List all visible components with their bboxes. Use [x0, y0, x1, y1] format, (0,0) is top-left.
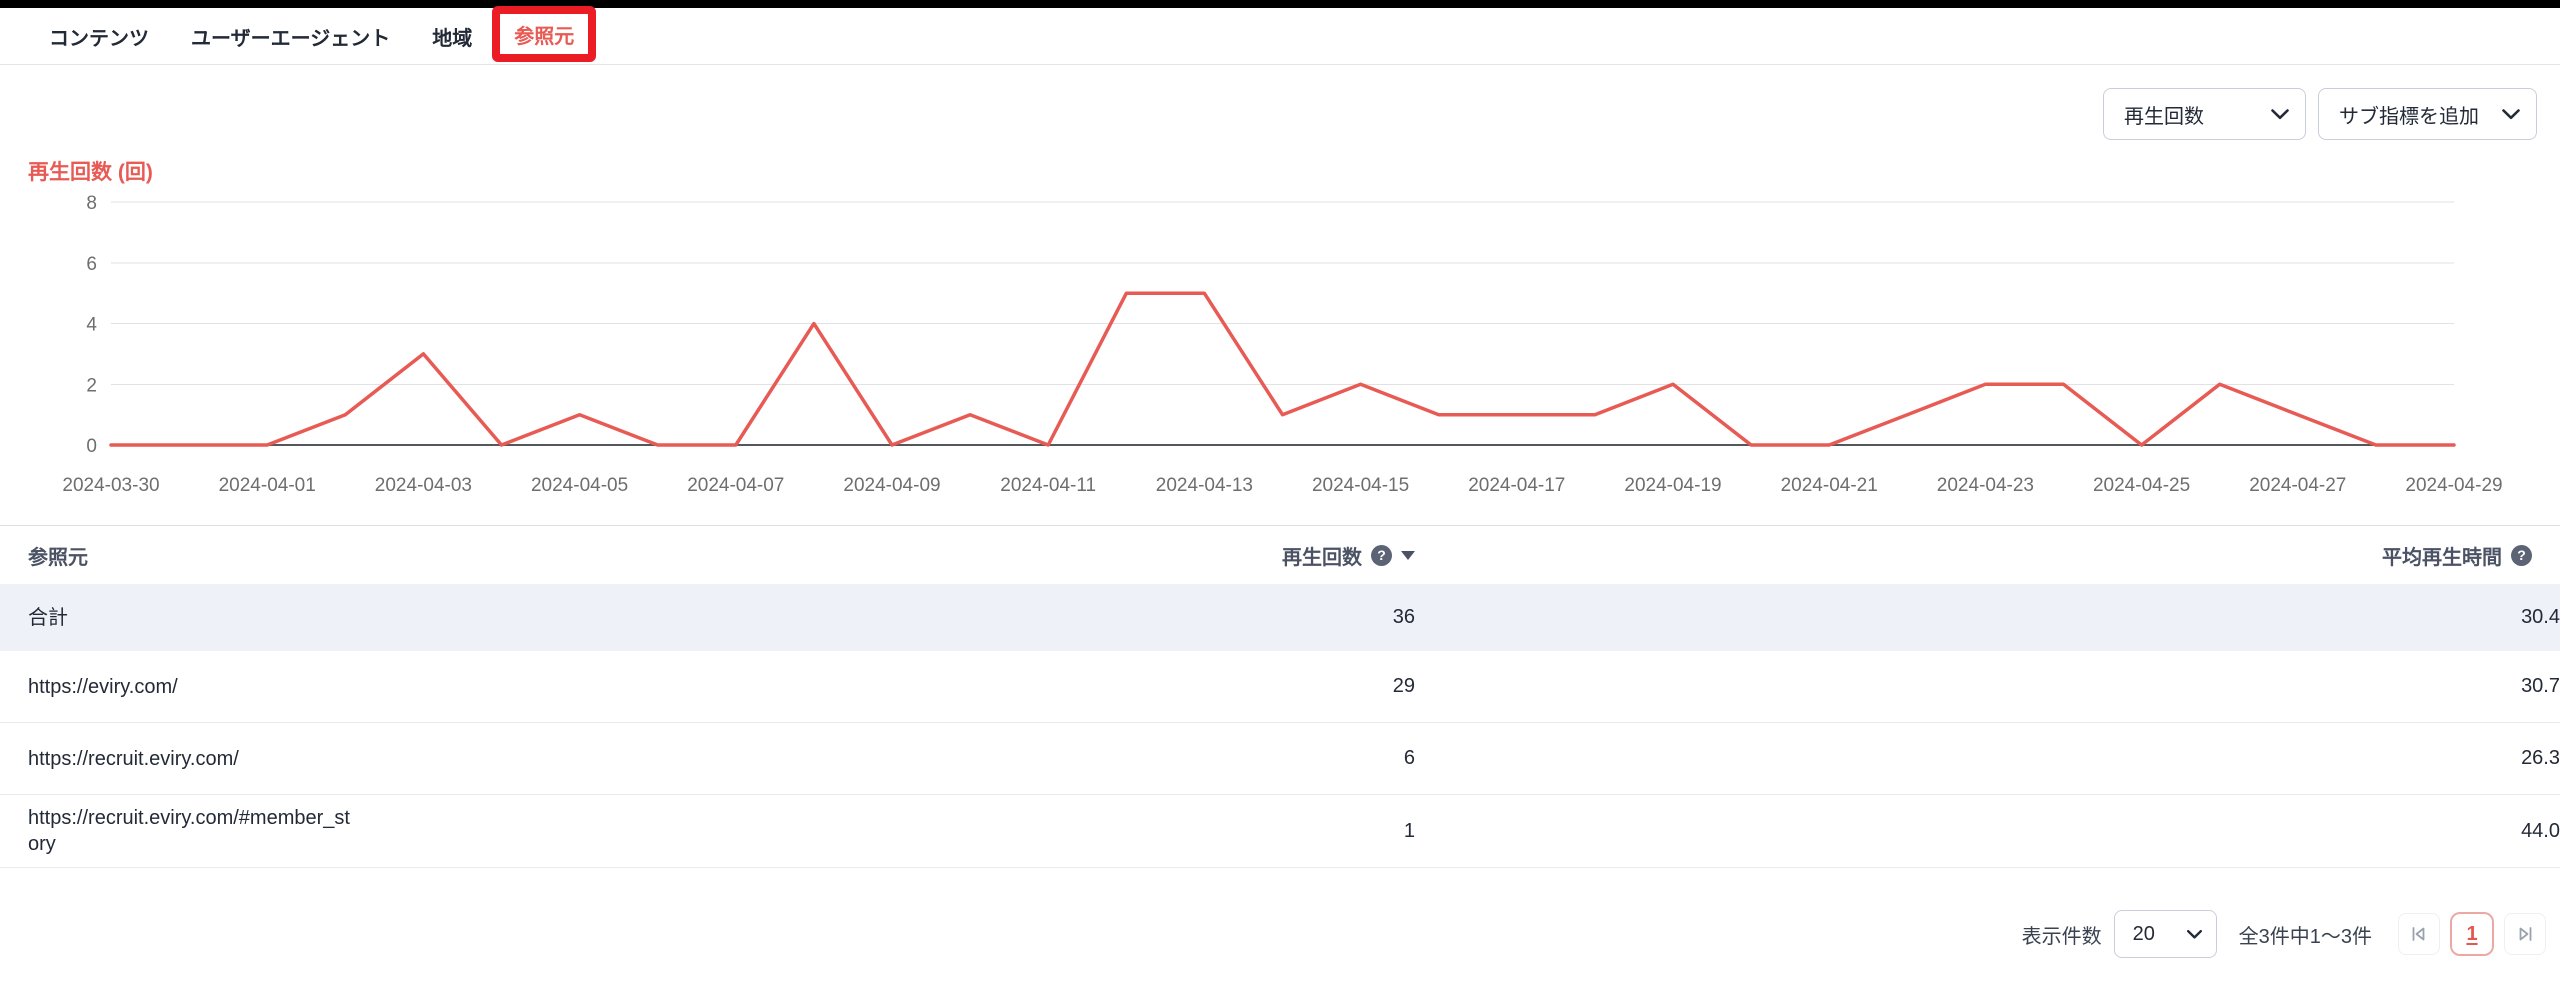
y-tick-label: 0: [86, 436, 97, 457]
referrer-url-cell: 合計: [28, 606, 68, 629]
last-page-button[interactable]: [2504, 913, 2546, 955]
submetric-select-value: サブ指標を追加: [2339, 105, 2479, 128]
chart-title: 再生回数 (回): [28, 161, 153, 184]
metric-select[interactable]: 再生回数: [2103, 88, 2306, 140]
table-row: https://recruit.eviry.com/#member_story …: [0, 795, 2560, 868]
x-tick-label: 2024-04-01: [219, 475, 316, 496]
page-size-value: 20: [2132, 922, 2155, 945]
table-row: https://recruit.eviry.com/ 6 26.3: [0, 723, 2560, 795]
report-tab-bar: コンテンツ ユーザーエージェント 地域 参照元: [0, 6, 2560, 65]
y-tick-label: 4: [86, 315, 97, 336]
submetric-select[interactable]: サブ指標を追加: [2318, 88, 2537, 140]
avg-play-time-cell: 26.3: [2521, 747, 2560, 769]
x-tick-label: 2024-03-30: [62, 475, 159, 496]
table-header-row: 参照元 再生回数 ? 平均再生時間 ?: [0, 525, 2560, 584]
referrer-url-cell: https://recruit.eviry.com/: [28, 747, 239, 770]
table-body: 合計 36 30.4 https://eviry.com/ 29 30.7 ht…: [0, 584, 2560, 868]
x-tick-label: 2024-04-19: [1624, 475, 1721, 496]
skip-to-first-icon: [2412, 927, 2425, 941]
pagination-range-text: 全3件中1〜3件: [2238, 925, 2372, 948]
chevron-down-icon: [2502, 108, 2520, 119]
play-count-cell: 1: [1403, 819, 1415, 842]
play-count-cell: 6: [1403, 747, 1415, 769]
tab-user-agent[interactable]: ユーザーエージェント: [191, 27, 391, 50]
x-tick-label: 2024-04-13: [1156, 475, 1253, 496]
red-annotation-box: 参照元: [492, 6, 597, 62]
x-tick-label: 2024-04-29: [2405, 475, 2502, 496]
table-row: 合計 36 30.4: [0, 584, 2560, 651]
tab-referrer[interactable]: 参照元: [514, 25, 575, 48]
avg-play-time-cell: 44.0: [2521, 819, 2560, 842]
y-tick-label: 8: [86, 193, 97, 214]
chevron-down-icon: [2186, 929, 2202, 939]
referrer-table: 参照元 再生回数 ? 平均再生時間 ? 合計 36 30.4 https://e…: [0, 525, 2560, 868]
help-icon[interactable]: ?: [2511, 544, 2532, 566]
x-tick-label: 2024-04-05: [531, 475, 628, 496]
avg-play-time-cell: 30.4: [2521, 606, 2560, 628]
tab-region[interactable]: 地域: [432, 27, 473, 50]
top-black-bar: [0, 0, 2560, 8]
skip-to-last-icon: [2519, 927, 2532, 941]
x-tick-label: 2024-04-09: [843, 475, 940, 496]
chart-line-play-count: [109, 291, 2456, 447]
y-tick-label: 2: [86, 375, 97, 396]
x-tick-label: 2024-04-27: [2249, 475, 2346, 496]
sort-desc-icon[interactable]: [1401, 550, 1415, 560]
x-tick-label: 2024-04-21: [1781, 475, 1878, 496]
play-count-line-chart: 8 6 4 2 0 2024-03-30 2024-04-01 2024-04-03 2024-…: [62, 193, 2502, 496]
first-page-button[interactable]: [2398, 913, 2440, 955]
avg-play-time-cell: 30.7: [2521, 675, 2560, 697]
pagination-bar: 表示件数 20 全3件中1〜3件 1: [0, 889, 2560, 979]
play-count-cell: 29: [1392, 675, 1415, 697]
col-header-play-count[interactable]: 再生回数 ?: [1000, 541, 1415, 570]
play-count-cell: 36: [1392, 606, 1415, 628]
referrer-url-cell: https://eviry.com/: [28, 675, 178, 698]
x-tick-label: 2024-04-23: [1937, 475, 2034, 496]
metric-select-value: 再生回数: [2124, 105, 2204, 128]
referrer-url-cell: https://recruit.eviry.com/#member_story: [28, 807, 350, 855]
x-tick-label: 2024-04-17: [1468, 475, 1565, 496]
y-tick-label: 6: [86, 254, 97, 275]
help-icon[interactable]: ?: [1371, 544, 1392, 566]
page-size-select[interactable]: 20: [2113, 910, 2217, 958]
x-tick-label: 2024-04-03: [375, 475, 472, 496]
page-size-label: 表示件数: [2021, 925, 2102, 948]
tab-contents[interactable]: コンテンツ: [49, 27, 149, 50]
x-tick-label: 2024-04-07: [687, 475, 784, 496]
table-row: https://eviry.com/ 29 30.7: [0, 651, 2560, 723]
x-tick-label: 2024-04-15: [1312, 475, 1409, 496]
current-page-button[interactable]: 1: [2450, 912, 2494, 956]
col-header-avg-play-time: 平均再生時間 ?: [1415, 541, 2532, 570]
x-tick-label: 2024-04-11: [1000, 475, 1096, 496]
chevron-down-icon: [2271, 108, 2289, 119]
x-tick-label: 2024-04-25: [2093, 475, 2190, 496]
col-header-referrer: 参照元: [28, 546, 88, 569]
